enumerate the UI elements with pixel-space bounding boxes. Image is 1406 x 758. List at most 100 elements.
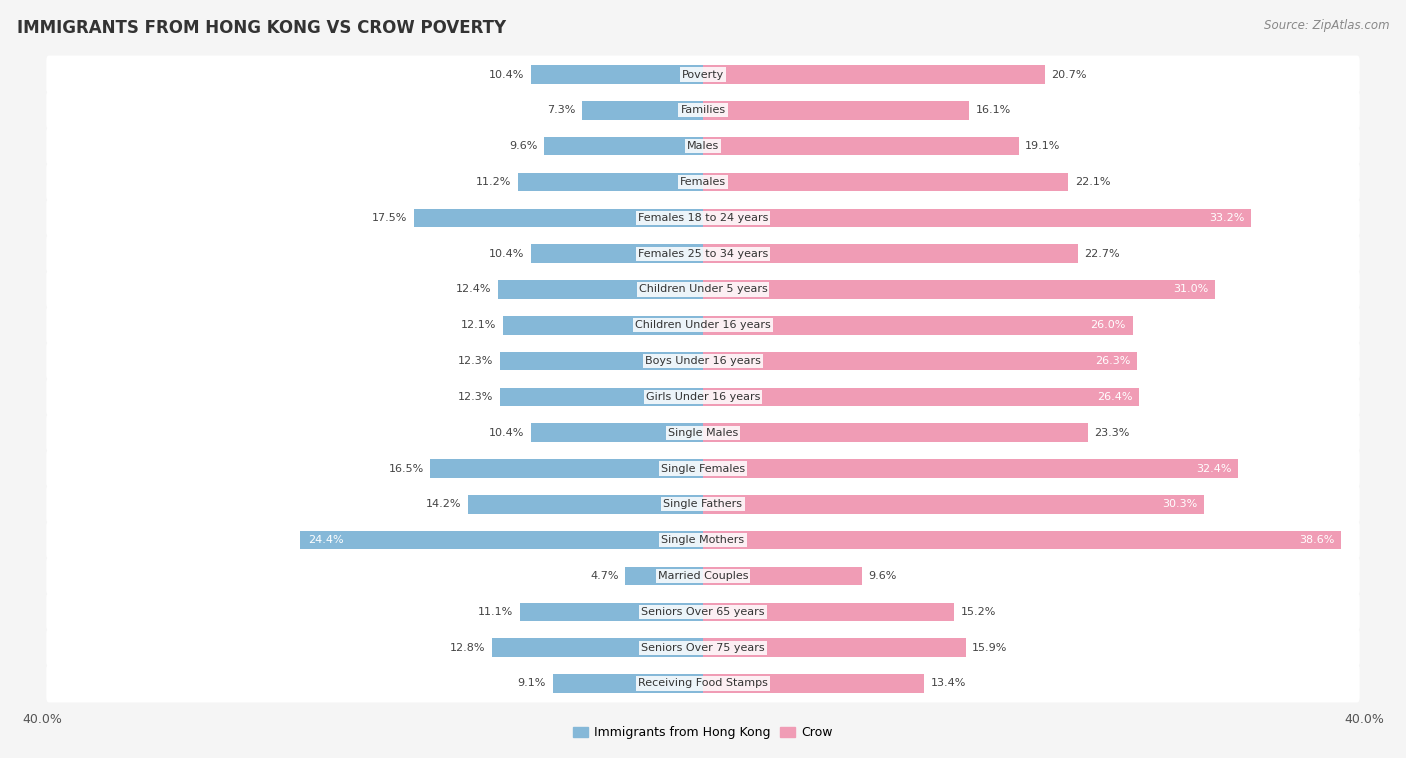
FancyBboxPatch shape (46, 485, 1360, 523)
FancyBboxPatch shape (46, 199, 1360, 236)
Text: 16.5%: 16.5% (388, 464, 423, 474)
Text: Females: Females (681, 177, 725, 187)
Bar (430, 459, 703, 478)
Text: 17.5%: 17.5% (373, 213, 408, 223)
FancyBboxPatch shape (46, 306, 1360, 344)
Bar (703, 208, 1251, 227)
Text: 19.1%: 19.1% (1025, 141, 1060, 151)
FancyBboxPatch shape (46, 593, 1360, 631)
Text: 10.4%: 10.4% (489, 70, 524, 80)
Legend: Immigrants from Hong Kong, Crow: Immigrants from Hong Kong, Crow (568, 722, 838, 744)
FancyBboxPatch shape (46, 163, 1360, 201)
FancyBboxPatch shape (46, 414, 1360, 452)
Text: Children Under 16 years: Children Under 16 years (636, 321, 770, 330)
Text: Seniors Over 75 years: Seniors Over 75 years (641, 643, 765, 653)
FancyBboxPatch shape (46, 127, 1360, 165)
Text: 16.1%: 16.1% (976, 105, 1011, 115)
Bar (468, 495, 703, 514)
Text: 20.7%: 20.7% (1052, 70, 1087, 80)
Bar (703, 316, 1133, 334)
Text: 14.2%: 14.2% (426, 500, 461, 509)
Bar (703, 531, 1341, 550)
Text: 26.3%: 26.3% (1095, 356, 1130, 366)
Text: Children Under 5 years: Children Under 5 years (638, 284, 768, 294)
Text: 32.4%: 32.4% (1197, 464, 1232, 474)
Text: Poverty: Poverty (682, 70, 724, 80)
FancyBboxPatch shape (46, 665, 1360, 703)
Bar (703, 567, 862, 585)
Text: 26.4%: 26.4% (1097, 392, 1133, 402)
Bar (582, 101, 703, 120)
FancyBboxPatch shape (46, 342, 1360, 380)
FancyBboxPatch shape (46, 55, 1360, 93)
Bar (703, 674, 924, 693)
Text: 31.0%: 31.0% (1173, 284, 1209, 294)
Bar (498, 280, 703, 299)
Bar (517, 173, 703, 191)
Text: 12.1%: 12.1% (461, 321, 496, 330)
Text: Single Mothers: Single Mothers (661, 535, 745, 545)
Bar (499, 387, 703, 406)
Bar (520, 603, 703, 621)
Text: 12.3%: 12.3% (458, 356, 494, 366)
Bar (703, 352, 1137, 371)
Text: 4.7%: 4.7% (591, 571, 619, 581)
Bar (531, 424, 703, 442)
Text: Single Males: Single Males (668, 428, 738, 437)
Text: 9.6%: 9.6% (509, 141, 537, 151)
Text: Girls Under 16 years: Girls Under 16 years (645, 392, 761, 402)
Bar (703, 387, 1139, 406)
FancyBboxPatch shape (46, 92, 1360, 130)
Bar (703, 495, 1204, 514)
Text: 15.2%: 15.2% (960, 607, 995, 617)
Bar (703, 603, 955, 621)
Text: 12.4%: 12.4% (456, 284, 492, 294)
Text: 9.1%: 9.1% (517, 678, 546, 688)
Bar (703, 101, 969, 120)
Text: 33.2%: 33.2% (1209, 213, 1244, 223)
FancyBboxPatch shape (46, 235, 1360, 273)
Text: 22.7%: 22.7% (1084, 249, 1121, 258)
Text: 23.3%: 23.3% (1094, 428, 1130, 437)
FancyBboxPatch shape (46, 378, 1360, 416)
Text: 15.9%: 15.9% (973, 643, 1008, 653)
Text: Boys Under 16 years: Boys Under 16 years (645, 356, 761, 366)
Bar (626, 567, 703, 585)
Bar (531, 244, 703, 263)
Text: 7.3%: 7.3% (547, 105, 576, 115)
Text: 26.0%: 26.0% (1091, 321, 1126, 330)
Bar (553, 674, 703, 693)
Bar (499, 352, 703, 371)
Text: 13.4%: 13.4% (931, 678, 966, 688)
Bar (703, 65, 1045, 84)
Text: 10.4%: 10.4% (489, 428, 524, 437)
Bar (544, 137, 703, 155)
Text: Seniors Over 65 years: Seniors Over 65 years (641, 607, 765, 617)
Text: Single Fathers: Single Fathers (664, 500, 742, 509)
Bar (703, 173, 1069, 191)
Bar (492, 638, 703, 657)
FancyBboxPatch shape (46, 522, 1360, 559)
FancyBboxPatch shape (46, 449, 1360, 487)
Text: Females 18 to 24 years: Females 18 to 24 years (638, 213, 768, 223)
Bar (703, 137, 1018, 155)
Text: Receiving Food Stamps: Receiving Food Stamps (638, 678, 768, 688)
Bar (703, 280, 1215, 299)
Text: 24.4%: 24.4% (308, 535, 344, 545)
Text: 30.3%: 30.3% (1161, 500, 1197, 509)
Bar (703, 638, 966, 657)
Text: Females 25 to 34 years: Females 25 to 34 years (638, 249, 768, 258)
Text: 10.4%: 10.4% (489, 249, 524, 258)
Bar (531, 65, 703, 84)
Text: Males: Males (688, 141, 718, 151)
Bar (503, 316, 703, 334)
Text: Single Females: Single Females (661, 464, 745, 474)
Bar (703, 424, 1088, 442)
Bar (703, 459, 1239, 478)
Text: 9.6%: 9.6% (868, 571, 897, 581)
Bar (703, 244, 1078, 263)
Bar (299, 531, 703, 550)
FancyBboxPatch shape (46, 557, 1360, 595)
Text: 11.2%: 11.2% (477, 177, 512, 187)
Bar (413, 208, 703, 227)
